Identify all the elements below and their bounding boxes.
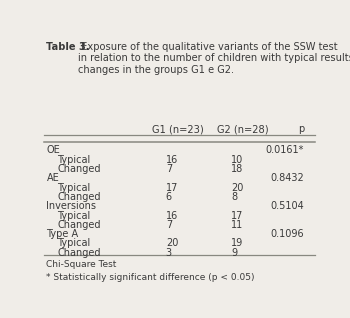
Text: AE: AE: [47, 173, 59, 183]
Text: 0.1096: 0.1096: [271, 229, 304, 239]
Text: 20: 20: [166, 238, 178, 248]
Text: 18: 18: [231, 164, 243, 174]
Text: 17: 17: [231, 211, 243, 221]
Text: 9: 9: [231, 248, 237, 258]
Text: Inversions: Inversions: [47, 201, 97, 211]
Text: Typical: Typical: [57, 155, 91, 165]
Text: Changed: Changed: [57, 164, 101, 174]
Text: Chi-Square Test: Chi-Square Test: [47, 260, 117, 269]
Text: 0.5104: 0.5104: [271, 201, 304, 211]
Text: Changed: Changed: [57, 248, 101, 258]
Text: * Statistically significant difference (p < 0.05): * Statistically significant difference (…: [47, 273, 255, 282]
Text: 19: 19: [231, 238, 243, 248]
Text: 7: 7: [166, 164, 172, 174]
Text: 3: 3: [166, 248, 172, 258]
Text: 16: 16: [166, 155, 178, 165]
Text: 17: 17: [166, 183, 178, 193]
Text: 11: 11: [231, 220, 243, 230]
Text: Changed: Changed: [57, 192, 101, 202]
Text: 8: 8: [231, 192, 237, 202]
Text: Table 3.: Table 3.: [47, 42, 90, 52]
Text: 7: 7: [166, 220, 172, 230]
Text: Typical: Typical: [57, 211, 91, 221]
Text: 6: 6: [166, 192, 172, 202]
Text: 20: 20: [231, 183, 243, 193]
Text: Exposure of the qualitative variants of the SSW test
in relation to the number o: Exposure of the qualitative variants of …: [78, 42, 350, 75]
Text: Typical: Typical: [57, 183, 91, 193]
Text: G1 (n=23): G1 (n=23): [152, 124, 204, 134]
Text: Type A: Type A: [47, 229, 79, 239]
Text: Typical: Typical: [57, 238, 91, 248]
Text: 16: 16: [166, 211, 178, 221]
Text: 10: 10: [231, 155, 243, 165]
Text: p: p: [298, 124, 304, 134]
Text: Changed: Changed: [57, 220, 101, 230]
Text: 0.0161*: 0.0161*: [266, 145, 304, 156]
Text: G2 (n=28): G2 (n=28): [217, 124, 269, 134]
Text: OE: OE: [47, 145, 60, 156]
Text: 0.8432: 0.8432: [271, 173, 304, 183]
